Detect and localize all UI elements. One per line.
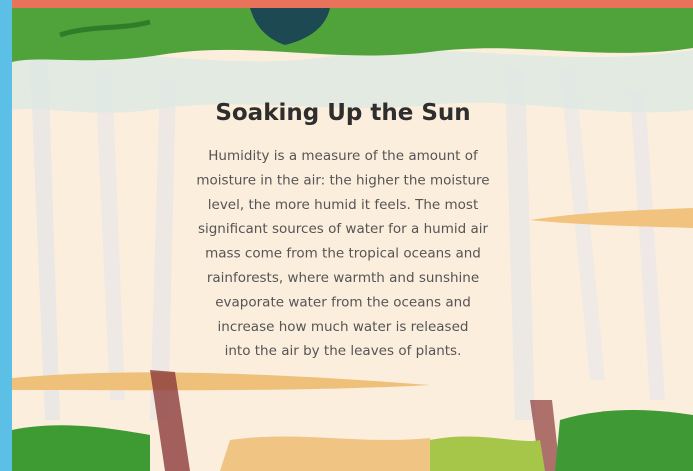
paragraph-line: level, the more humid it feels. The most <box>208 197 478 213</box>
foliage <box>12 425 150 471</box>
paragraph-line: rainforests, where warmth and sunshine <box>207 270 479 286</box>
paragraph-line: increase how much water is released <box>218 319 469 335</box>
paragraph-line: evaporate water from the oceans and <box>215 294 471 310</box>
paragraph: Humidity is a measure of the amount of mo… <box>196 148 489 359</box>
foliage <box>430 436 545 471</box>
sand <box>220 436 440 471</box>
paragraph-line: Humidity is a measure of the amount of <box>208 148 479 164</box>
paragraph-line: into the air by the leaves of plants. <box>225 343 462 359</box>
foliage <box>555 410 693 471</box>
paragraph-line: significant sources of water for a humid… <box>198 221 489 237</box>
infographic-panel: Soaking Up the Sun Humidity is a measure… <box>0 0 693 471</box>
top-bar <box>0 0 693 8</box>
paragraph-line: mass come from the tropical oceans and <box>205 246 481 262</box>
illustration: Soaking Up the Sun Humidity is a measure… <box>0 0 693 471</box>
side-strip <box>0 0 12 471</box>
panel-title: Soaking Up the Sun <box>215 100 470 126</box>
paragraph-line: moisture in the air: the higher the mois… <box>196 172 489 188</box>
